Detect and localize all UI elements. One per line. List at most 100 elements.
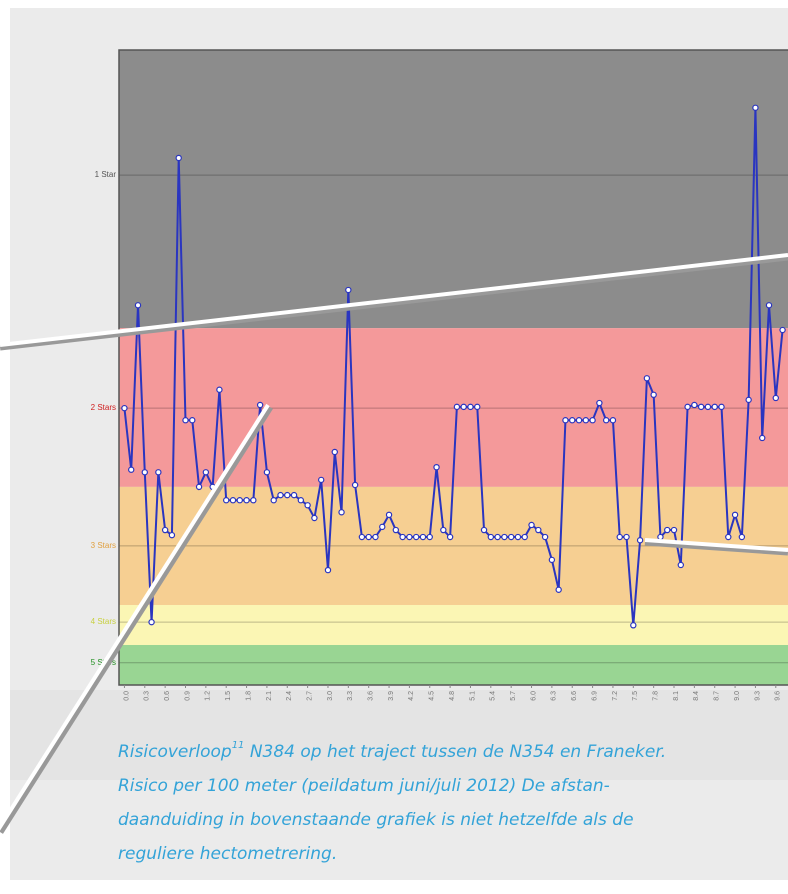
data-point — [440, 526, 447, 534]
data-point — [155, 469, 162, 476]
data-point — [284, 491, 291, 499]
data-point — [175, 154, 182, 162]
data-point — [148, 618, 155, 626]
data-point — [270, 497, 277, 504]
callout-lines — [0, 253, 788, 834]
x-tick-label: 6.6 — [571, 691, 578, 701]
data-point — [453, 403, 461, 411]
data-point — [480, 526, 488, 534]
data-point — [338, 509, 345, 516]
caption-panel — [10, 690, 788, 780]
data-point — [643, 375, 651, 382]
data-point — [514, 533, 522, 541]
risk-band — [119, 50, 788, 329]
data-point — [345, 286, 352, 294]
x-tick-label: 6.0 — [530, 691, 537, 701]
x-tick-label: 6.3 — [551, 691, 558, 701]
x-tick-label: 4.2 — [408, 691, 415, 701]
data-point — [630, 622, 637, 629]
x-tick-label: 9.6 — [775, 691, 782, 701]
data-point — [365, 533, 372, 541]
caption-line: Risicoverloop11 N384 op het traject tuss… — [118, 740, 666, 762]
risk-band — [119, 604, 788, 645]
x-tick-label: 3.0 — [327, 691, 334, 701]
data-point — [670, 526, 678, 534]
data-point — [609, 417, 617, 424]
y-tick-label: 2 Stars — [91, 403, 116, 412]
x-tick-label: 9.0 — [734, 691, 741, 701]
data-point — [277, 491, 284, 499]
x-tick-label: 2.4 — [286, 691, 293, 701]
data-point — [697, 403, 705, 411]
data-point — [141, 469, 148, 476]
data-point — [528, 521, 535, 529]
data-point — [433, 463, 440, 471]
data-point — [779, 326, 786, 334]
data-point — [243, 497, 250, 504]
x-tick-label: 3.9 — [388, 691, 395, 701]
data-point — [535, 526, 542, 534]
x-tick-label: 5.4 — [490, 691, 497, 701]
caption-line: daanduiding in bovenstaande grafiek is n… — [118, 810, 634, 830]
x-tick-label: 8.1 — [673, 691, 680, 701]
data-point — [582, 417, 590, 424]
data-point — [134, 302, 142, 309]
data-point — [379, 523, 386, 531]
x-tick-label: 4.5 — [429, 691, 436, 701]
footnote-ref: 11 — [232, 740, 245, 751]
data-point — [236, 497, 243, 504]
data-point — [541, 533, 549, 541]
x-tick-label: 0.9 — [184, 691, 191, 701]
data-point — [202, 469, 210, 476]
data-point — [250, 497, 257, 504]
data-point — [331, 448, 338, 456]
caption-line: reguliere hectometrering. — [118, 844, 337, 864]
data-point — [168, 531, 176, 539]
data-point — [229, 497, 237, 504]
data-point — [494, 533, 501, 541]
data-point — [399, 533, 406, 541]
data-point — [650, 391, 657, 399]
data-point — [575, 417, 583, 424]
x-tick-label: 1.8 — [245, 691, 252, 701]
x-tick-label: 8.4 — [693, 691, 700, 701]
data-point — [664, 526, 671, 534]
x-tick-label: 3.6 — [368, 691, 375, 701]
data-point — [392, 526, 400, 534]
x-tick-label: 1.5 — [225, 691, 232, 701]
data-point — [372, 533, 379, 541]
data-point — [677, 561, 684, 569]
x-tick-label: 5.1 — [469, 691, 476, 701]
data-point — [216, 386, 223, 393]
y-tick-label: 3 Stars — [91, 541, 116, 550]
x-tick-label: 0.6 — [164, 691, 171, 701]
x-tick-label: 7.2 — [612, 691, 619, 701]
data-point — [691, 401, 698, 409]
data-point — [521, 533, 528, 541]
data-point — [358, 533, 366, 541]
data-point — [223, 497, 230, 504]
data-point — [263, 469, 271, 476]
data-point — [324, 566, 332, 574]
x-tick-label: 6.9 — [591, 691, 598, 701]
data-point — [704, 403, 712, 411]
data-point — [467, 403, 474, 411]
data-point — [460, 403, 467, 411]
caption-lead: Risicoverloop — [118, 742, 232, 762]
y-tick-label: 4 Stars — [91, 617, 116, 626]
data-point — [182, 417, 189, 424]
caption-text: N384 op het traject tussen de N354 en Fr… — [244, 742, 666, 762]
data-point — [507, 533, 515, 541]
data-point — [256, 401, 264, 409]
x-tick-label: 8.7 — [714, 691, 721, 701]
data-point — [351, 481, 359, 489]
data-point — [745, 396, 752, 404]
data-point — [412, 533, 420, 541]
data-point — [501, 533, 508, 541]
data-point — [616, 533, 623, 541]
data-point — [684, 403, 691, 411]
data-point — [290, 491, 298, 499]
y-tick-label: 1 Star — [95, 170, 117, 179]
